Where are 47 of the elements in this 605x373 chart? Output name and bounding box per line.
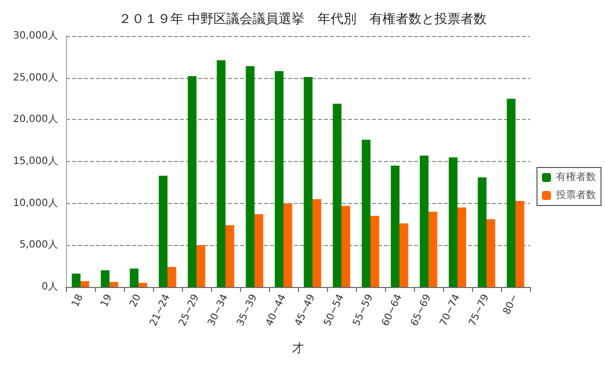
x-tick-label: 19 [99,292,114,309]
legend-label: 投票者数 [555,189,596,201]
x-axis-title: 才 [292,341,304,355]
bar [312,199,322,287]
x-tick-label: 80~ [502,292,520,316]
bar [216,60,226,287]
x-tick-label: 20 [128,292,144,309]
legend-label: 有権者数 [556,171,596,183]
chart-title: ２０１９年 中野区議会議員選挙 年代別 有権者数と投票者数 [118,12,487,27]
y-tick-label: 5,000人 [19,240,58,251]
bar [448,157,458,287]
bar [486,219,496,287]
bar [138,282,148,287]
bar [420,156,428,287]
bar [110,282,118,287]
y-tick-label: 25,000人 [13,72,58,84]
bar [158,176,168,287]
bar [246,66,254,287]
bar [400,223,408,287]
bar [168,266,176,287]
bar [332,104,342,287]
y-tick-label: 0人 [42,282,58,292]
bar [342,206,350,287]
bar [390,166,400,287]
bar [196,245,206,287]
bar [226,225,234,287]
y-tick-label: 15,000人 [13,156,58,167]
bar [370,216,380,287]
bar [254,214,264,287]
bar [506,98,516,287]
bar [284,203,292,287]
bar [428,212,438,287]
bar [304,76,312,287]
y-tick-label: 20,000人 [13,114,58,126]
bar [478,177,486,287]
bar [516,200,524,287]
bar [72,274,80,287]
bar [80,281,90,287]
bar [362,140,370,287]
bar [188,76,196,287]
x-tick-label: 18 [70,292,86,309]
y-tick-label: 10,000人 [13,198,58,209]
bar [458,208,466,287]
bar [130,268,138,287]
bar [274,71,284,287]
y-tick-label: 30,000人 [13,30,58,42]
bar [100,270,110,287]
